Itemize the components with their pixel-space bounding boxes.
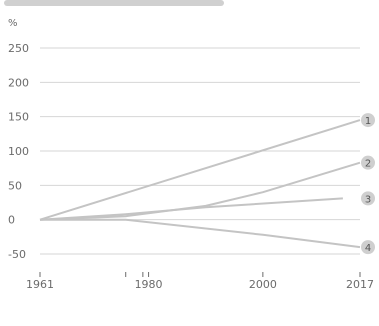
y-tick-label: 50 (8, 179, 22, 192)
y-tick-label: 250 (8, 42, 29, 55)
header-strip (4, 0, 224, 6)
series-marker-2 (361, 155, 375, 170)
y-tick-label: 200 (8, 76, 29, 89)
y-tick-label: 100 (8, 145, 29, 158)
series-marker-label-3: 3 (365, 194, 371, 205)
series-line-2 (39, 161, 361, 221)
x-tick-label: 2000 (249, 278, 277, 291)
series-line-1 (39, 119, 361, 221)
series-marker-label-1: 1 (365, 116, 371, 127)
y-axis-label: % (8, 18, 18, 29)
series-line-3 (39, 197, 343, 221)
x-tick-label: 1980 (135, 278, 163, 291)
series-marker-label-2: 2 (365, 159, 371, 170)
series-marker-4 (361, 240, 375, 255)
x-tick-label: 2017 (346, 278, 374, 291)
y-tick-label: 0 (8, 214, 15, 227)
series-marker-3 (361, 191, 375, 206)
series-marker-label-4: 4 (365, 243, 371, 254)
y-tick-label: 150 (8, 111, 29, 124)
y-tick-label: -50 (8, 248, 26, 261)
x-tick-label: 1961 (26, 278, 54, 291)
series-line-4 (40, 218, 361, 249)
series-marker-1 (361, 113, 375, 128)
